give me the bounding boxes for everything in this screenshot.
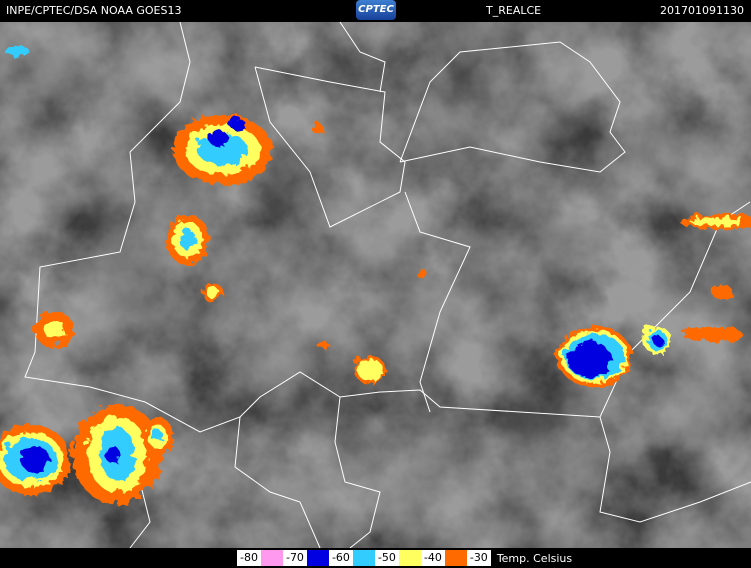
legend-swatch bbox=[444, 550, 467, 566]
storm-cells bbox=[0, 42, 751, 502]
legend-label: -60 bbox=[328, 550, 353, 566]
timestamp: 201701091130 bbox=[660, 4, 744, 17]
legend-label: -30 bbox=[466, 550, 491, 566]
product-label: T_REALCE bbox=[486, 4, 542, 17]
source-label: INPE/CPTEC/DSA NOAA GOES13 bbox=[6, 4, 182, 17]
borders bbox=[24, 22, 751, 548]
legend-label: -80 bbox=[237, 550, 261, 566]
legend-swatch bbox=[352, 550, 375, 566]
satellite-image bbox=[0, 22, 751, 548]
logo: CPTEC bbox=[356, 0, 396, 20]
legend-label: -50 bbox=[374, 550, 399, 566]
legend-swatch bbox=[398, 550, 421, 566]
legend-label: -40 bbox=[420, 550, 445, 566]
legend-swatch bbox=[260, 550, 283, 566]
legend: -80 -70 -60 -50 -40 -30 Temp. Celsius bbox=[237, 549, 572, 567]
legend-label: -70 bbox=[282, 550, 307, 566]
legend-unit: Temp. Celsius bbox=[496, 551, 573, 565]
legend-swatch bbox=[306, 550, 329, 566]
